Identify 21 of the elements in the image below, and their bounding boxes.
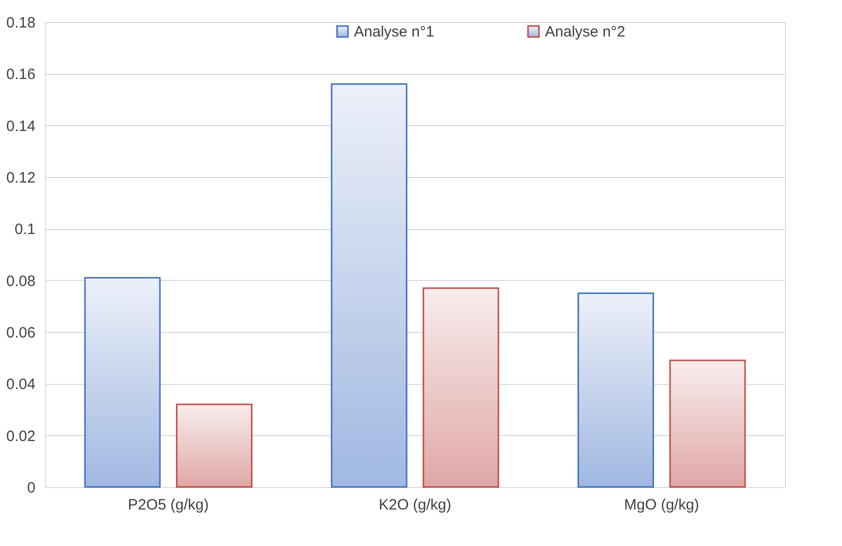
y-tick-label: 0.12 — [6, 170, 36, 186]
y-tick-label: 0.16 — [6, 66, 36, 84]
bar — [578, 292, 654, 488]
y-tick-label: 0.06 — [6, 324, 36, 342]
x-tick-label: K2O (g/kg) — [378, 496, 452, 514]
y-tick-label: 0 — [27, 480, 36, 496]
y-tick-label: 0.08 — [6, 272, 36, 290]
y-tick-label: 0.18 — [6, 14, 36, 32]
y-tick-label: 0.04 — [6, 376, 36, 394]
bar — [176, 404, 252, 488]
bar — [330, 83, 408, 488]
legend-label: Analyse n°1 — [354, 24, 434, 41]
y-tick-label: 0.02 — [6, 428, 36, 445]
bar — [422, 287, 500, 488]
y-tick-label: 0.1 — [14, 221, 36, 238]
x-tick-label: P2O5 (g/kg) — [128, 496, 209, 514]
x-tick-label: MgO (g/kg) — [624, 496, 700, 514]
legend-label: Analyse n°2 — [545, 24, 626, 41]
y-tick-label: 0.14 — [6, 118, 36, 135]
bar — [669, 360, 746, 488]
bar — [84, 277, 161, 488]
